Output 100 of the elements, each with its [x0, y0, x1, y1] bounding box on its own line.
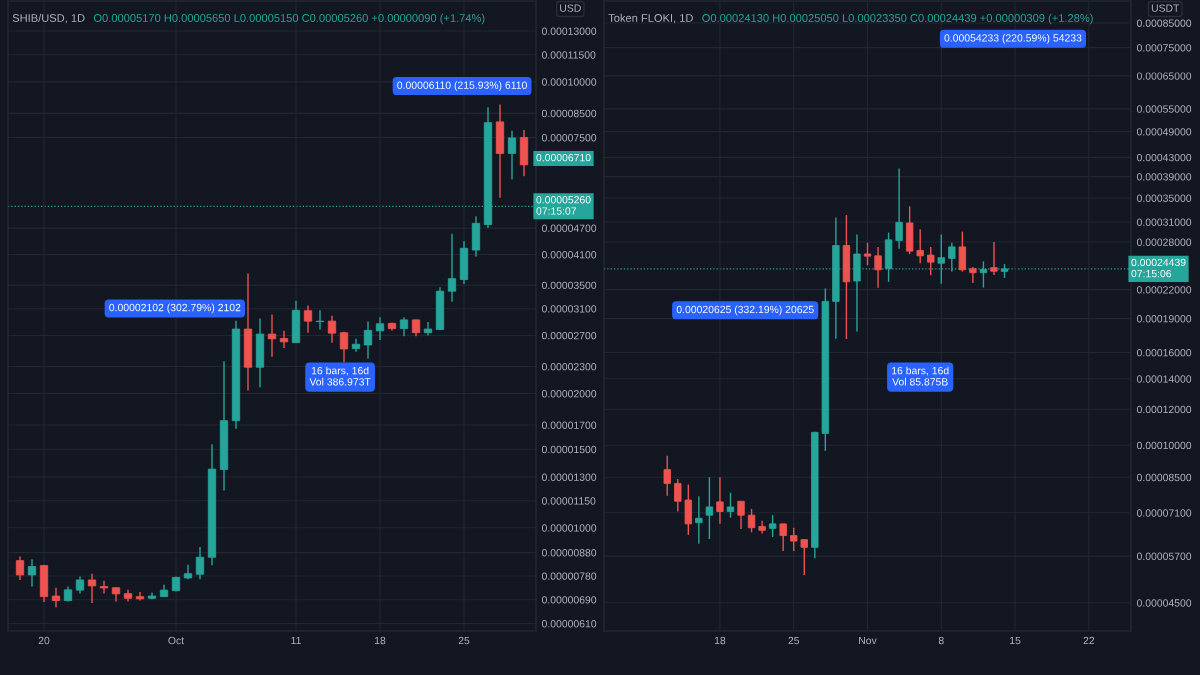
y-tick-label: 0.00001000	[541, 524, 597, 532]
x-tick-label: 25	[458, 636, 470, 645]
candlestick	[747, 508, 756, 533]
y-tick-label: 0.00002700	[541, 331, 597, 340]
y-tick-label: 0.00065000	[1136, 72, 1192, 80]
candlestick	[339, 331, 349, 363]
y-tick-label: 0.00007100	[1136, 509, 1192, 517]
annotation: 0.00020625 (332.19%) 20625	[676, 305, 814, 316]
x-tick-label: 20	[38, 636, 50, 645]
candlestick	[895, 167, 903, 250]
y-tick-label: 0.00014000	[1136, 375, 1192, 383]
y-tick-label: 0.00035000	[1136, 194, 1192, 202]
candlestick	[447, 233, 457, 303]
x-tick-label: 18	[375, 636, 386, 645]
text: O0.00005170 H0.00005650 L0.00005150 C0.00005260 +0.00000090 (+1.74%)	[93, 13, 485, 25]
x-tick-label: 15	[1010, 636, 1021, 645]
y-tick-label: 0.00000780	[541, 572, 597, 580]
candlestick	[705, 476, 714, 540]
x-tick-label: Nov	[859, 636, 877, 645]
candlestick	[800, 538, 808, 576]
y-tick-label: 0.00049000	[1136, 128, 1192, 136]
y-tick-label: 0.00010000	[541, 78, 597, 86]
candlestick	[674, 478, 682, 513]
y-tick-label: 0.00011500	[541, 51, 596, 59]
candlestick	[279, 330, 289, 349]
y-tick-label: 0.00004100	[541, 251, 597, 259]
y-tick-label: 0.00007500	[541, 134, 597, 142]
y-tick-label: 0.00000880	[541, 549, 597, 557]
candlestick	[874, 246, 882, 289]
y-tick-label: 0.00001150	[541, 497, 596, 505]
candlestick	[716, 476, 724, 525]
text: SHIB/USD, 1D	[12, 13, 85, 24]
annotation: 0.00002102 (302.79%) 2102	[109, 303, 241, 314]
y-tick-label: 0.00003500	[541, 281, 597, 290]
annotation: 16 bars, 16d Vol 386.973T	[309, 366, 371, 386]
y-tick-label: 0.00001300	[541, 473, 597, 481]
candlestick	[267, 313, 277, 358]
candlestick	[969, 266, 977, 284]
y-tick-label: 0.00002000	[541, 390, 597, 398]
candlestick	[363, 320, 373, 360]
y-tick-label: 0.00001500	[541, 445, 597, 454]
candlestick	[327, 314, 337, 344]
y-tick-label: 0.00028000	[1136, 238, 1192, 246]
y-axis-title: USD	[560, 4, 581, 12]
y-tick-label: 0.00022000	[1136, 286, 1192, 294]
y-tick-label: 0.00019000	[1136, 315, 1192, 323]
x-tick-label: 18	[714, 636, 726, 645]
x-tick-label: 11	[291, 636, 301, 645]
y-tick-label: 0.00008500	[1136, 473, 1192, 482]
candlestick	[15, 555, 25, 581]
candlestick	[99, 580, 109, 595]
y-tick-label: 0.00000610	[541, 620, 597, 628]
candlestick	[87, 573, 97, 604]
x-tick-label: 22	[1083, 636, 1095, 645]
ref-line-label: 0.00005260 07:15:07	[536, 196, 591, 215]
candlestick	[927, 246, 935, 277]
candlestick	[27, 558, 37, 588]
candlestick	[990, 241, 998, 276]
candlestick	[663, 454, 671, 497]
candlestick	[726, 492, 735, 519]
y-tick-label: 0.00016000	[1136, 348, 1192, 357]
annotation: 0.00006110 (215.93%) 6110	[397, 81, 527, 91]
candlestick	[768, 514, 777, 538]
candlestick	[399, 316, 409, 337]
x-tick-label: 25	[788, 636, 800, 645]
y-tick-label: 0.00031000	[1136, 218, 1192, 226]
candlestick	[507, 130, 517, 181]
y-tick-label: 0.00085000	[1136, 19, 1192, 27]
y-tick-label: 0.00039000	[1136, 173, 1192, 181]
candlestick	[195, 546, 205, 580]
candlestick	[375, 316, 385, 341]
x-tick-label: 8	[938, 636, 944, 645]
y-tick-label: 0.00003100	[541, 305, 597, 313]
y-tick-label: 0.00075000	[1136, 44, 1192, 52]
y-tick-label: 0.00000690	[541, 596, 597, 604]
text: 0.00006710	[536, 153, 591, 162]
y-tick-label: 0.00043000	[1136, 153, 1192, 162]
candlestick	[51, 587, 61, 608]
y-tick-label: 0.00004500	[1136, 599, 1192, 607]
annotation: 16 bars, 16d Vol 85.875B	[892, 366, 949, 386]
y-tick-label: 0.00005700	[1136, 552, 1192, 560]
candlestick	[790, 527, 798, 552]
x-tick-label: Oct	[168, 636, 185, 645]
y-tick-label: 0.00010000	[1136, 441, 1192, 450]
y-tick-label: 0.00004700	[541, 224, 597, 232]
candlestick	[135, 591, 145, 602]
annotation: 0.00054233 (220.59%) 54233	[944, 33, 1082, 44]
candlestick	[684, 483, 693, 536]
candlestick	[303, 304, 313, 334]
text: O0.00024130 H0.00025050 L0.00023350 C0.00024439 +0.00000309 (+1.28%)	[702, 13, 1093, 25]
y-tick-label: 0.00055000	[1136, 105, 1192, 113]
y-tick-label: 0.00012000	[1136, 405, 1192, 414]
candlestick	[695, 495, 703, 545]
candlestick	[916, 228, 924, 264]
y-tick-label: 0.00008500	[541, 109, 597, 118]
y-tick-label: 0.00002300	[541, 363, 597, 371]
y-axis-title: USDT	[1151, 4, 1180, 12]
y-tick-label: 0.00013000	[541, 27, 597, 35]
candlestick	[863, 242, 872, 266]
candlestick	[737, 500, 745, 530]
